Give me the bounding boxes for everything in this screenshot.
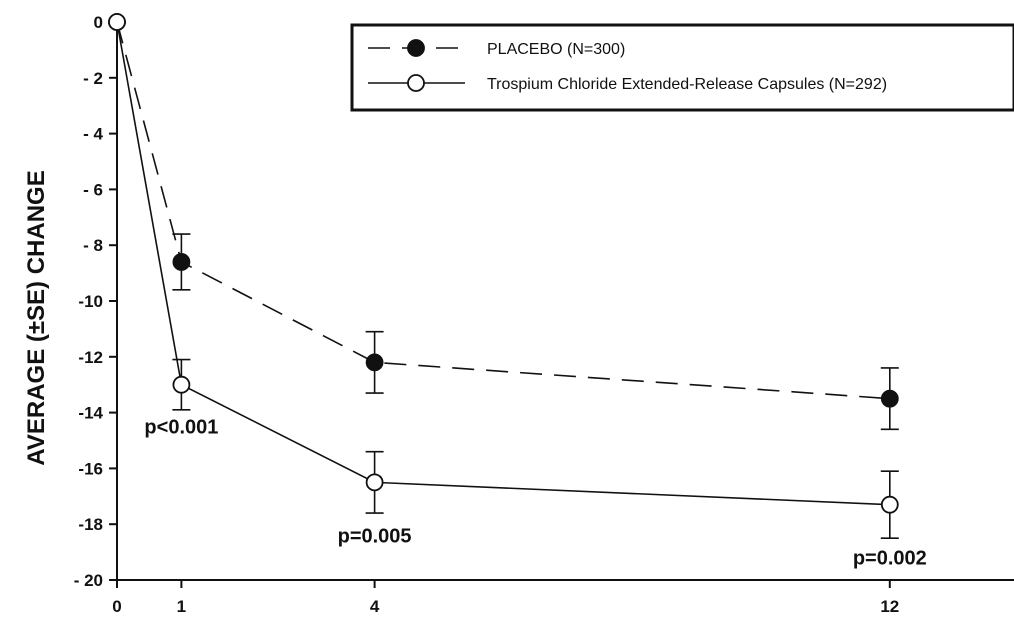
series-2 <box>108 13 899 539</box>
y-tick-label: 0 <box>94 13 103 32</box>
data-point <box>172 253 191 271</box>
legend-box <box>350 23 1014 112</box>
legend-marker <box>407 39 425 57</box>
x-tick-label: 0 <box>112 597 121 616</box>
y-tick-label: - 2 <box>83 69 103 88</box>
data-point <box>365 353 384 372</box>
x-tick-label: 12 <box>880 597 899 616</box>
legend-label: PLACEBO (N=300) <box>487 41 625 58</box>
y-tick-label: -14 <box>78 404 103 423</box>
y-tick-label: -18 <box>78 515 103 534</box>
y-tick-label: - 6 <box>83 180 103 199</box>
legend-marker <box>407 74 425 92</box>
x-tick-label: 1 <box>177 597 186 616</box>
x-ticks: 0 1 4 12 <box>112 580 899 616</box>
y-tick-label: - 4 <box>83 125 103 144</box>
legend: PLACEBO (N=300) Trospium Chloride Extende… <box>350 23 1014 112</box>
data-point <box>172 375 191 394</box>
y-tick-label: -10 <box>78 292 103 311</box>
p-value-label: p=0.005 <box>338 525 412 547</box>
data-point <box>880 495 899 514</box>
y-tick-label: -12 <box>78 348 103 367</box>
series-line <box>116 21 890 400</box>
annotations: p<0.001 p=0.005 p=0.002 <box>144 417 926 570</box>
y-axis-title: AVERAGE (±SE) CHANGE <box>23 170 50 465</box>
x-tick-label: 4 <box>370 597 380 616</box>
series-layer <box>108 13 899 539</box>
y-tick-label: - 8 <box>83 236 103 255</box>
y-tick-label: - 20 <box>74 571 103 590</box>
y-ticks: 0 - 2 - 4 - 6 - 8 -10 -12 -14 -16 -18 - 20 <box>74 13 117 590</box>
legend-label: Trospium Chloride Extended-Release Capsu… <box>487 76 887 93</box>
series-line <box>116 21 890 506</box>
y-tick-label: -16 <box>78 459 103 478</box>
data-point <box>880 389 899 408</box>
data-point <box>108 13 126 31</box>
p-value-label: p=0.002 <box>853 548 927 570</box>
p-value-label: p<0.001 <box>144 417 218 439</box>
data-point <box>365 473 384 492</box>
